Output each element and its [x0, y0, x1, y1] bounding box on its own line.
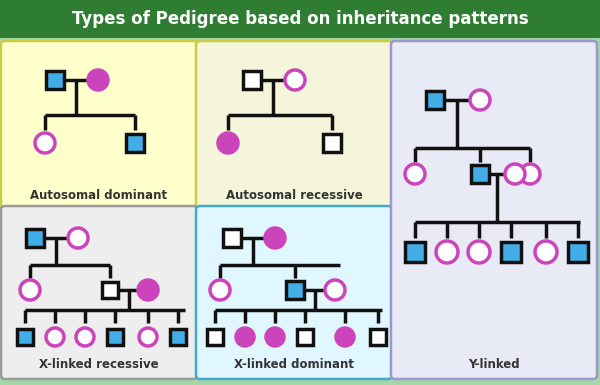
Circle shape — [20, 280, 40, 300]
Circle shape — [236, 328, 254, 346]
FancyBboxPatch shape — [196, 41, 392, 209]
FancyBboxPatch shape — [426, 91, 444, 109]
Text: Autosomal recessive: Autosomal recessive — [226, 189, 362, 201]
Circle shape — [46, 328, 64, 346]
Text: Types of Pedigree based on inheritance patterns: Types of Pedigree based on inheritance p… — [71, 10, 529, 28]
Circle shape — [405, 164, 425, 184]
FancyBboxPatch shape — [107, 329, 123, 345]
Circle shape — [76, 328, 94, 346]
FancyBboxPatch shape — [568, 242, 588, 262]
FancyBboxPatch shape — [46, 71, 64, 89]
FancyBboxPatch shape — [196, 206, 392, 379]
Text: X-linked recessive: X-linked recessive — [39, 358, 159, 372]
Circle shape — [265, 228, 285, 248]
FancyBboxPatch shape — [1, 41, 197, 209]
Circle shape — [139, 328, 157, 346]
FancyBboxPatch shape — [323, 134, 341, 152]
FancyBboxPatch shape — [286, 281, 304, 299]
Circle shape — [436, 241, 458, 263]
FancyBboxPatch shape — [297, 329, 313, 345]
Circle shape — [210, 280, 230, 300]
Circle shape — [505, 164, 525, 184]
Circle shape — [520, 164, 540, 184]
Circle shape — [68, 228, 88, 248]
FancyBboxPatch shape — [405, 242, 425, 262]
Circle shape — [325, 280, 345, 300]
Text: Y-linked: Y-linked — [468, 358, 520, 372]
Circle shape — [535, 241, 557, 263]
FancyBboxPatch shape — [471, 165, 489, 183]
FancyBboxPatch shape — [243, 71, 261, 89]
FancyBboxPatch shape — [102, 282, 118, 298]
FancyBboxPatch shape — [26, 229, 44, 247]
FancyBboxPatch shape — [370, 329, 386, 345]
FancyBboxPatch shape — [207, 329, 223, 345]
FancyBboxPatch shape — [170, 329, 186, 345]
Circle shape — [35, 133, 55, 153]
Circle shape — [336, 328, 354, 346]
FancyBboxPatch shape — [501, 242, 521, 262]
FancyBboxPatch shape — [391, 41, 597, 379]
Circle shape — [470, 90, 490, 110]
FancyBboxPatch shape — [126, 134, 144, 152]
FancyBboxPatch shape — [1, 206, 197, 379]
FancyBboxPatch shape — [223, 229, 241, 247]
FancyBboxPatch shape — [0, 0, 600, 38]
Circle shape — [218, 133, 238, 153]
Text: X-linked dominant: X-linked dominant — [234, 358, 354, 372]
Text: Autosomal dominant: Autosomal dominant — [31, 189, 167, 201]
Circle shape — [285, 70, 305, 90]
FancyBboxPatch shape — [17, 329, 33, 345]
Circle shape — [88, 70, 108, 90]
Circle shape — [468, 241, 490, 263]
Circle shape — [138, 280, 158, 300]
Circle shape — [266, 328, 284, 346]
